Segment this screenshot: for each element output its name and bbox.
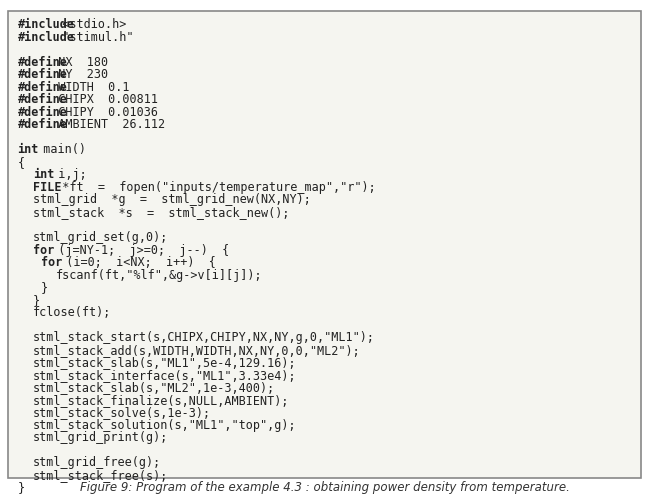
Text: stml_stack  *s  =  stml_stack_new();: stml_stack *s = stml_stack_new();: [33, 206, 289, 219]
Text: #define: #define: [18, 68, 67, 81]
Text: int: int: [33, 169, 55, 182]
Text: fclose(ft);: fclose(ft);: [33, 306, 112, 319]
Text: stml_stack_slab(s,"ML1",5e-4,129.16);: stml_stack_slab(s,"ML1",5e-4,129.16);: [33, 356, 297, 369]
Text: main(): main(): [29, 143, 86, 156]
Text: stml_grid  *g  =  stml_grid_new(NX,NY);: stml_grid *g = stml_grid_new(NX,NY);: [33, 193, 311, 206]
Text: }: }: [41, 281, 48, 294]
FancyBboxPatch shape: [8, 11, 641, 478]
Text: *ft  =  fopen("inputs/temperature_map","r");: *ft = fopen("inputs/temperature_map","r"…: [48, 181, 376, 194]
Text: CHIPY  0.01036: CHIPY 0.01036: [43, 106, 158, 119]
Text: for: for: [41, 256, 62, 269]
Text: #define: #define: [18, 106, 67, 119]
Text: NX  180: NX 180: [43, 56, 108, 69]
Text: int: int: [18, 143, 39, 156]
Text: (j=NY-1;  j>=0;  j--)  {: (j=NY-1; j>=0; j--) {: [44, 244, 230, 256]
Text: stml_stack_add(s,WIDTH,WIDTH,NX,NY,0,0,"ML2");: stml_stack_add(s,WIDTH,WIDTH,NX,NY,0,0,"…: [33, 344, 361, 357]
Text: stml_stack_free(s);: stml_stack_free(s);: [33, 469, 169, 482]
Text: (i=0;  i<NX;  i++)  {: (i=0; i<NX; i++) {: [52, 256, 216, 269]
Text: stml_grid_print(g);: stml_grid_print(g);: [33, 431, 169, 444]
Text: stml_stack_solve(s,1e-3);: stml_stack_solve(s,1e-3);: [33, 406, 211, 419]
Text: }: }: [18, 481, 25, 495]
Text: #define: #define: [18, 56, 67, 69]
Text: #define: #define: [18, 81, 67, 94]
Text: CHIPX  0.00811: CHIPX 0.00811: [43, 93, 158, 106]
Text: NY  230: NY 230: [43, 68, 108, 81]
Text: <stdio.h>: <stdio.h>: [47, 18, 126, 31]
Text: fscanf(ft,"%lf",&g->v[i][j]);: fscanf(ft,"%lf",&g->v[i][j]);: [56, 268, 263, 282]
Text: stml_stack_solution(s,"ML1","top",g);: stml_stack_solution(s,"ML1","top",g);: [33, 419, 297, 432]
Text: Figure 9: Program of the example 4.3 : obtaining power density from temperature.: Figure 9: Program of the example 4.3 : o…: [80, 481, 569, 494]
Text: #define: #define: [18, 119, 67, 131]
Text: #include: #include: [18, 31, 75, 44]
Text: stml_grid_set(g,0);: stml_grid_set(g,0);: [33, 231, 169, 244]
Text: stml_stack_slab(s,"ML2",1e-3,400);: stml_stack_slab(s,"ML2",1e-3,400);: [33, 381, 275, 394]
Text: stml_stack_finalize(s,NULL,AMBIENT);: stml_stack_finalize(s,NULL,AMBIENT);: [33, 394, 289, 407]
Text: }: }: [33, 294, 40, 307]
Text: "stimul.h": "stimul.h": [47, 31, 133, 44]
Text: #include: #include: [18, 18, 75, 31]
Text: FILE: FILE: [33, 181, 62, 194]
Text: {: {: [18, 156, 25, 169]
Text: for: for: [33, 244, 55, 256]
Text: i,j;: i,j;: [44, 169, 87, 182]
Text: #define: #define: [18, 93, 67, 106]
Text: stml_stack_start(s,CHIPX,CHIPY,NX,NY,g,0,"ML1");: stml_stack_start(s,CHIPX,CHIPY,NX,NY,g,0…: [33, 331, 375, 344]
Text: WIDTH  0.1: WIDTH 0.1: [43, 81, 129, 94]
Text: stml_stack_interface(s,"ML1",3.33e4);: stml_stack_interface(s,"ML1",3.33e4);: [33, 369, 297, 382]
Text: AMBIENT  26.112: AMBIENT 26.112: [43, 119, 165, 131]
Text: stml_grid_free(g);: stml_grid_free(g);: [33, 456, 162, 469]
